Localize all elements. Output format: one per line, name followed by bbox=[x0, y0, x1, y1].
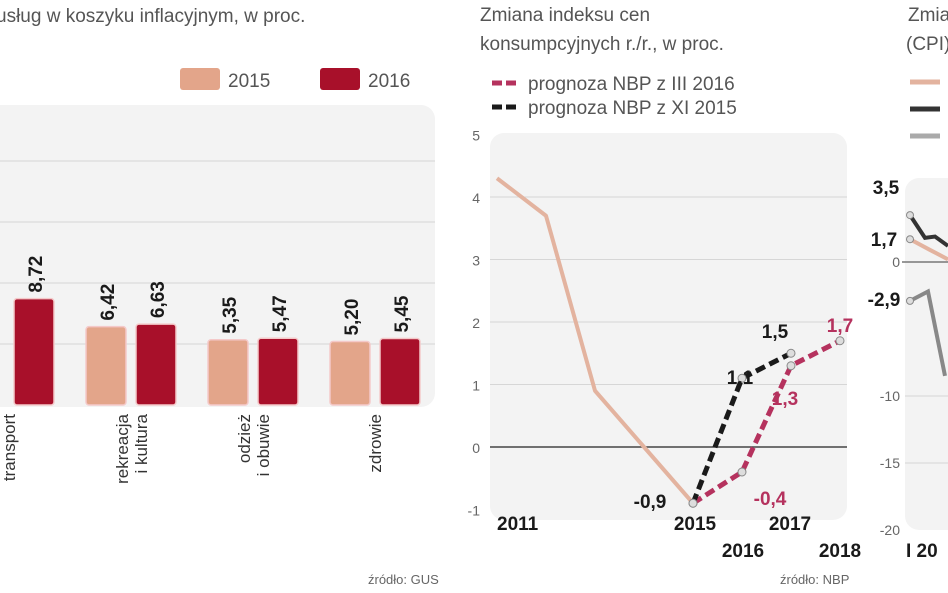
data-point bbox=[835, 336, 845, 346]
bar-2016 bbox=[13, 297, 55, 406]
bar-2015 bbox=[85, 325, 127, 406]
cpi-data-point bbox=[906, 235, 914, 244]
data-label: 1,3 bbox=[772, 389, 798, 410]
cpi-y-tick-label: 0 bbox=[892, 254, 900, 270]
cpi-chart: Zmia (CPI) 0 -10 -15 -20 I 20 1,7 3,5 -2,9 bbox=[868, 5, 948, 562]
y-tick-label: 1 bbox=[472, 378, 480, 394]
data-label: -0,9 bbox=[634, 492, 667, 513]
bar-value-label: 5,47 bbox=[270, 295, 291, 332]
bar-2016 bbox=[257, 337, 299, 406]
line-plot-area bbox=[490, 133, 847, 520]
cpi-plot-area bbox=[905, 178, 948, 530]
series-line-2 bbox=[690, 351, 793, 505]
category-label: transport bbox=[0, 414, 19, 481]
data-point bbox=[737, 467, 747, 477]
bar-value-label: 6,42 bbox=[98, 284, 119, 321]
cpi-y-tick-label: -15 bbox=[880, 455, 900, 471]
cpi-series-line bbox=[909, 288, 947, 377]
line-chart-subtitle: konsumpcyjnych r./r., w proc. bbox=[480, 34, 724, 55]
x-tick-label: 2018 bbox=[819, 541, 861, 562]
cpi-x-tick-label: I 20 bbox=[906, 541, 938, 562]
data-label: 1,5 bbox=[762, 322, 789, 343]
series-line-0 bbox=[495, 176, 695, 505]
y-tick-label: 5 bbox=[472, 128, 480, 144]
cpi-data-point bbox=[906, 296, 914, 305]
data-label: 1,7 bbox=[827, 316, 853, 337]
legend-label-nbp-iii-2016: prognoza NBP z III 2016 bbox=[528, 74, 735, 95]
legend-label-nbp-xi-2015: prognoza NBP z XI 2015 bbox=[528, 98, 737, 119]
line-chart-title: Zmiana indeksu cen bbox=[480, 5, 650, 26]
x-tick-label: 2017 bbox=[769, 514, 811, 535]
category-label: zdrowie bbox=[366, 414, 385, 473]
bar-source: źródło: GUS bbox=[368, 572, 439, 587]
line-source: źródło: NBP bbox=[780, 572, 849, 587]
bar-2016 bbox=[135, 323, 177, 406]
y-tick-label: -1 bbox=[468, 503, 481, 519]
category-label: odzież bbox=[235, 414, 254, 463]
data-label: -0,4 bbox=[754, 489, 787, 510]
data-point bbox=[737, 373, 747, 383]
bar-value-label: 8,72 bbox=[26, 256, 47, 293]
bar-value-label: 5,35 bbox=[220, 296, 241, 333]
bar-value-label: 6,63 bbox=[148, 281, 169, 318]
bar-2015 bbox=[329, 340, 371, 406]
legend-label-2015: 2015 bbox=[228, 71, 270, 92]
legend-swatch-2016 bbox=[320, 68, 360, 90]
cpi-data-label: 3,5 bbox=[873, 178, 900, 199]
category-label: i kultura bbox=[132, 413, 151, 473]
cpi-data-label: -2,9 bbox=[868, 290, 901, 311]
cpi-chart-title: Zmia bbox=[908, 5, 948, 26]
bar-2015 bbox=[207, 338, 249, 406]
cpi-data-label: 1,7 bbox=[871, 230, 897, 251]
data-point bbox=[786, 361, 796, 371]
bar-chart: usług w koszyku inflacyjnym, w proc. 201… bbox=[0, 6, 439, 587]
data-point bbox=[688, 498, 698, 508]
series-line-1 bbox=[691, 338, 842, 506]
category-label: i obuwie bbox=[254, 414, 273, 476]
bar-chart-title: usług w koszyku inflacyjnym, w proc. bbox=[0, 6, 305, 27]
cpi-y-tick-label: -10 bbox=[880, 388, 900, 404]
bar-value-label: 5,45 bbox=[392, 295, 413, 332]
line-chart: Zmiana indeksu cen konsumpcyjnych r./r.,… bbox=[468, 5, 862, 587]
cpi-series-line bbox=[908, 214, 948, 248]
data-point bbox=[786, 348, 796, 358]
legend-swatch-2015 bbox=[180, 68, 220, 90]
y-tick-label: 3 bbox=[472, 253, 480, 269]
data-label: 1,1 bbox=[727, 368, 754, 389]
x-tick-label: 2016 bbox=[722, 541, 764, 562]
y-tick-label: 2 bbox=[472, 315, 480, 331]
y-tick-label: 4 bbox=[472, 190, 480, 206]
cpi-data-point bbox=[906, 211, 914, 220]
bar-value-label: 5,20 bbox=[342, 299, 363, 336]
x-tick-label: 2011 bbox=[497, 514, 539, 535]
cpi-y-tick-label: -20 bbox=[880, 522, 900, 538]
category-label: rekreacja bbox=[113, 413, 132, 483]
cpi-series-line bbox=[909, 237, 948, 262]
bar-2016 bbox=[379, 337, 421, 406]
cpi-chart-subtitle: (CPI) bbox=[906, 34, 948, 55]
legend-label-2016: 2016 bbox=[368, 71, 410, 92]
y-tick-label: 0 bbox=[472, 440, 480, 456]
x-tick-label: 2015 bbox=[674, 514, 717, 535]
